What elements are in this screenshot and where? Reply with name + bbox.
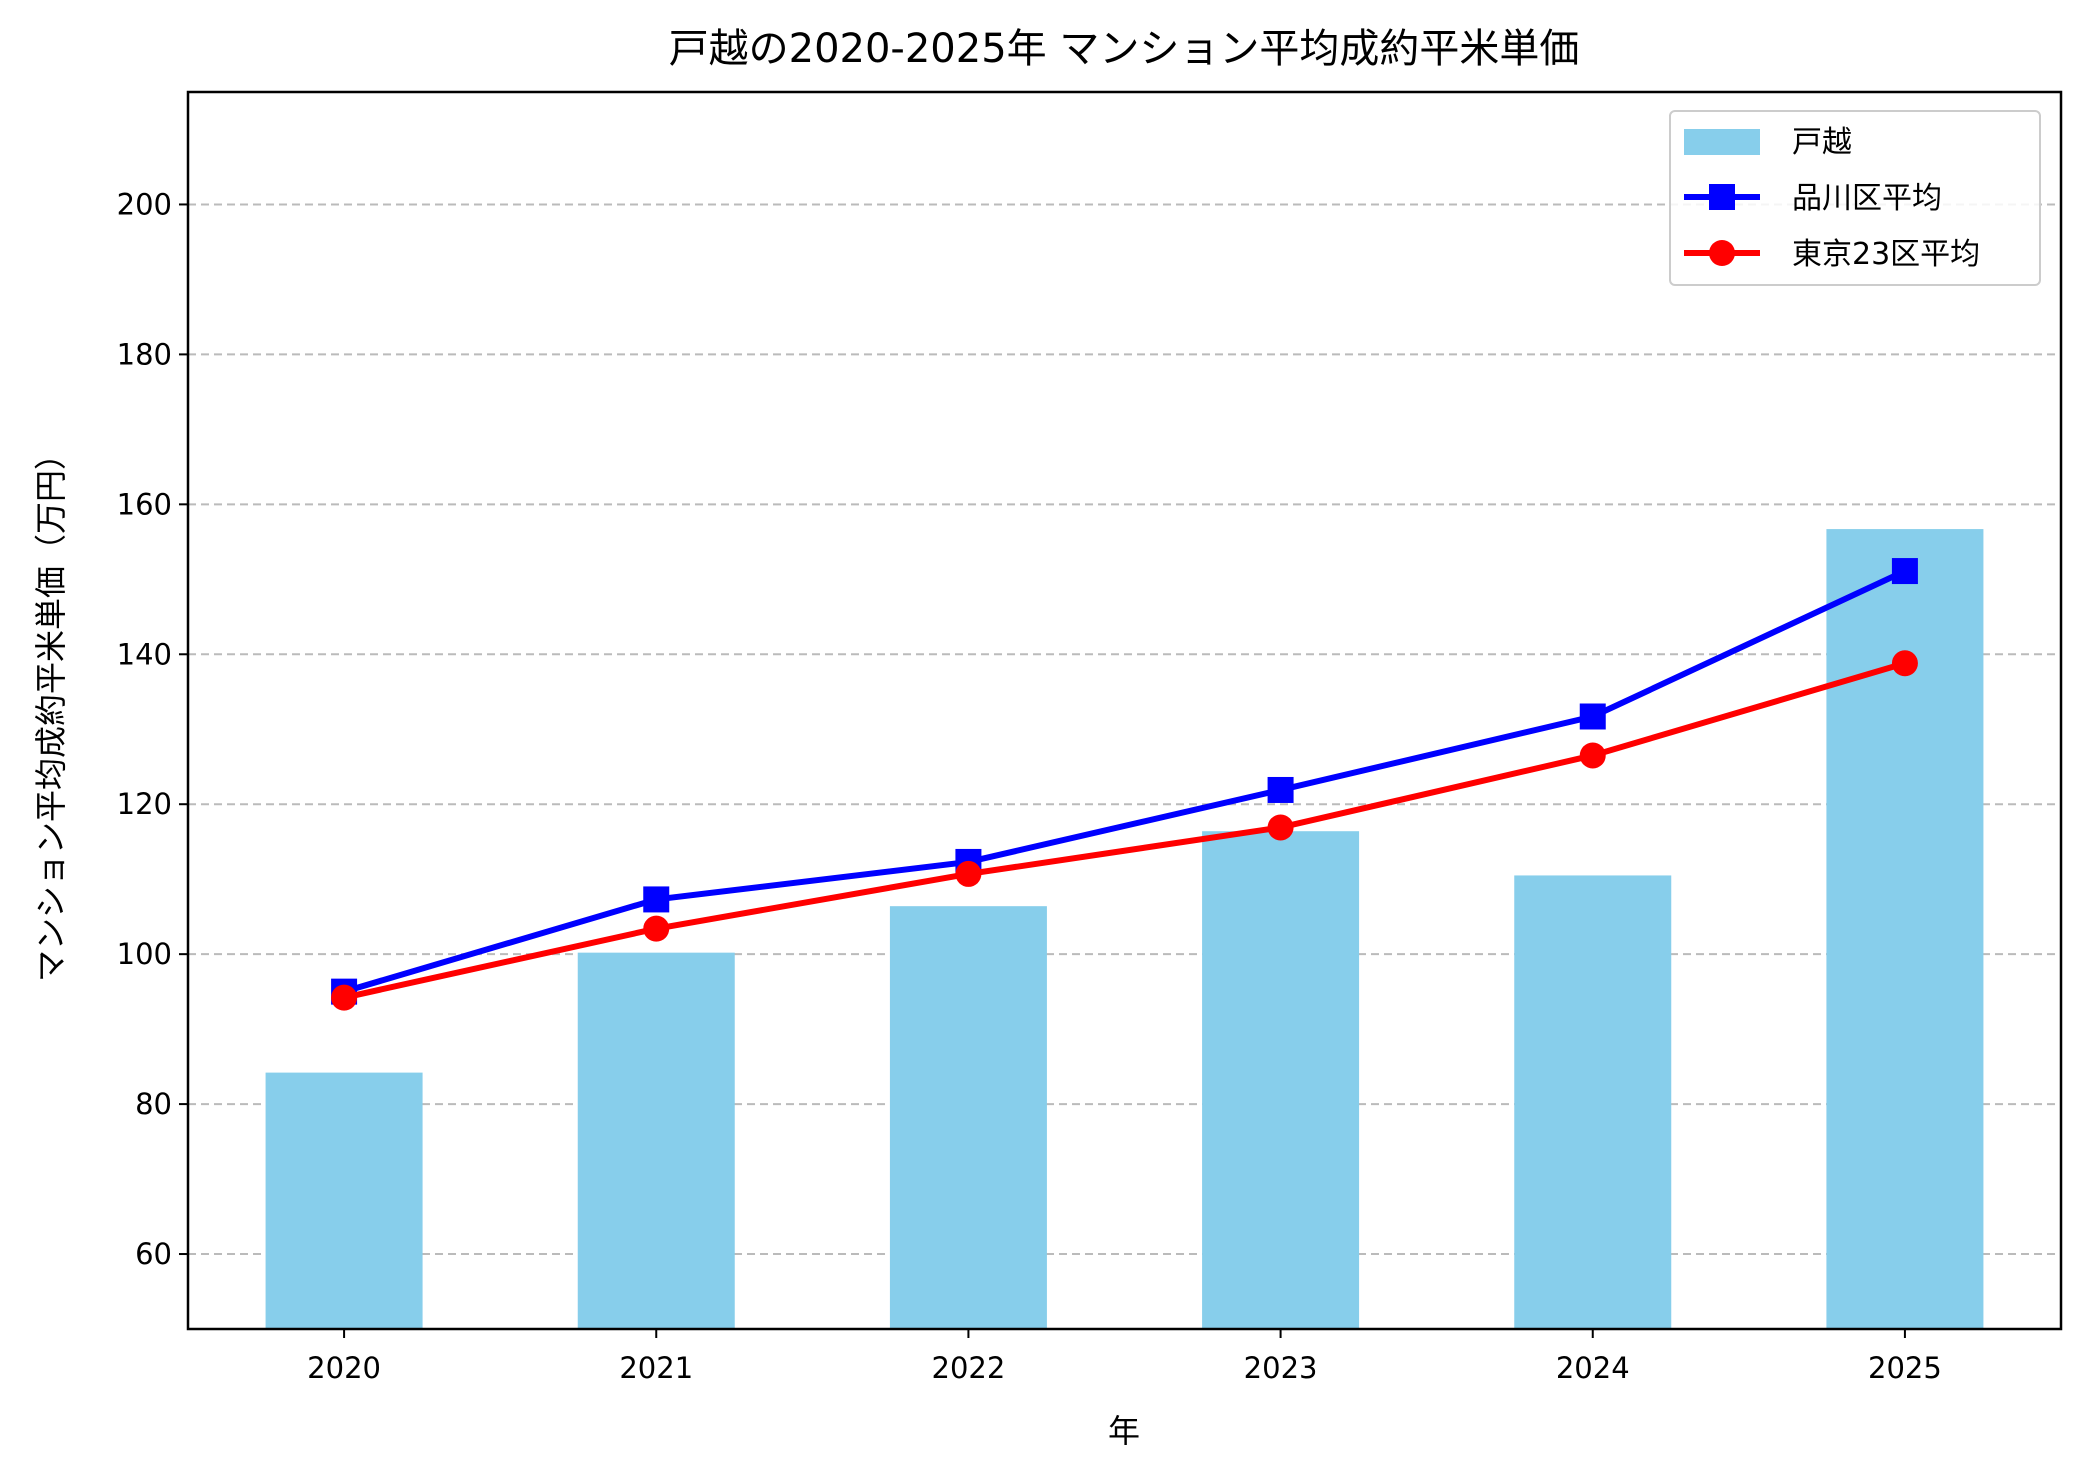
y-tick-label: 180: [117, 337, 172, 371]
square-marker: [1579, 703, 1606, 730]
bar-2022: [889, 906, 1047, 1329]
grid-lines: [188, 203, 2061, 1256]
circle-marker: [955, 860, 982, 887]
x-tick-label: 2022: [932, 1351, 1006, 1385]
circle-marker: [1267, 814, 1294, 841]
circle-marker: [1579, 742, 1606, 769]
series-line-1: [343, 568, 1907, 995]
x-axis-label: 年: [1108, 1412, 1140, 1450]
circle-marker: [1709, 240, 1735, 266]
bar-2021: [577, 952, 735, 1329]
bars: [265, 529, 1984, 1329]
square-marker: [1891, 558, 1918, 585]
x-tick-label: 2024: [1556, 1351, 1630, 1385]
square-marker: [1267, 776, 1294, 803]
legend-label: 品川区平均: [1792, 181, 1942, 216]
y-tick-label: 120: [117, 787, 172, 821]
y-tick-label: 100: [117, 937, 172, 971]
series-line-2: [343, 660, 1906, 1001]
square-marker: [643, 886, 670, 913]
circle-marker: [331, 984, 358, 1011]
plot-frame: [186, 90, 2063, 1331]
legend-label: 東京23区平均: [1792, 237, 1980, 272]
circle-marker: [643, 915, 670, 942]
x-tick-label: 2020: [307, 1351, 381, 1385]
y-tick-label: 200: [117, 187, 172, 221]
y-tick-label: 80: [135, 1087, 172, 1121]
bar-2024: [1514, 875, 1672, 1329]
y-tick-label: 140: [117, 637, 172, 671]
bar-2025: [1826, 529, 1984, 1329]
circle-marker: [1891, 650, 1918, 677]
bar-2023: [1202, 831, 1360, 1329]
y-tick-label: 60: [135, 1237, 172, 1271]
legend-frame: [1669, 110, 2041, 286]
y-axis: 60 80 100 120 140 160 180 200: [117, 187, 188, 1271]
lines: [331, 558, 1918, 1011]
legend-label: 戸越: [1792, 125, 1852, 160]
square-marker: [1709, 184, 1735, 210]
y-tick-label: 160: [117, 487, 172, 521]
y-axis-label: マンション平均成約平米単価（万円）: [32, 438, 70, 982]
x-axis: 2020 2021 2022 2023 2024 2025: [307, 1329, 1942, 1385]
bar-2020: [265, 1072, 423, 1329]
legend-swatch-bar: [1684, 129, 1760, 155]
x-tick-label: 2021: [619, 1351, 693, 1385]
chart-title: 戸越の2020-2025年 マンション平均成約平米単価: [669, 26, 1580, 72]
x-tick-label: 2025: [1868, 1351, 1942, 1385]
x-tick-label: 2023: [1244, 1351, 1318, 1385]
